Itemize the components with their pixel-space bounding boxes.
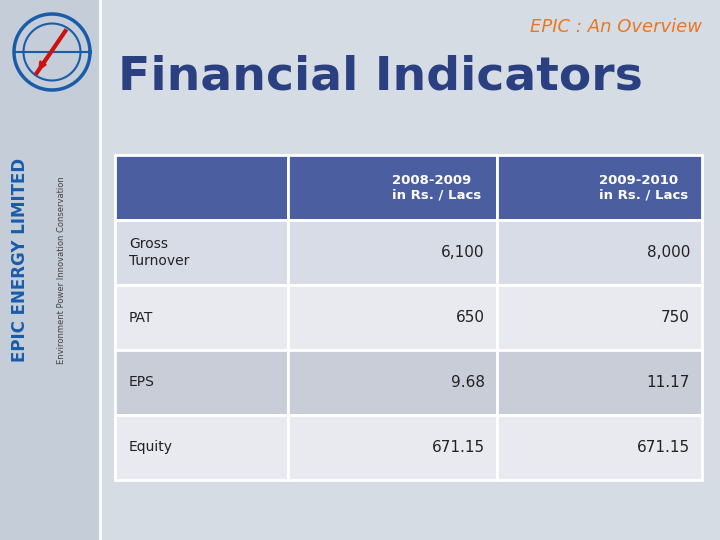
Circle shape — [14, 14, 90, 90]
Bar — [115, 350, 288, 415]
Text: 2009-2010
in Rs. / Lacs: 2009-2010 in Rs. / Lacs — [599, 173, 688, 201]
Bar — [0, 0, 100, 540]
Text: 6,100: 6,100 — [441, 245, 485, 260]
Bar — [497, 350, 702, 415]
Text: EPS: EPS — [129, 375, 155, 389]
Bar — [288, 220, 497, 285]
Text: 671.15: 671.15 — [637, 440, 690, 455]
Text: Financial Indicators: Financial Indicators — [118, 55, 643, 100]
Bar — [115, 285, 288, 350]
Text: 11.17: 11.17 — [647, 375, 690, 390]
Text: 750: 750 — [661, 310, 690, 325]
Bar — [497, 155, 702, 220]
Bar — [497, 220, 702, 285]
Text: 8,000: 8,000 — [647, 245, 690, 260]
Text: 650: 650 — [456, 310, 485, 325]
Bar — [288, 155, 497, 220]
Bar — [497, 415, 702, 480]
Text: Environment Power Innovation Conservation: Environment Power Innovation Conservatio… — [58, 176, 66, 364]
Bar — [288, 350, 497, 415]
Text: Gross
Turnover: Gross Turnover — [129, 238, 189, 268]
Text: 671.15: 671.15 — [431, 440, 485, 455]
Bar — [288, 415, 497, 480]
Text: EPIC : An Overview: EPIC : An Overview — [530, 18, 702, 36]
Bar — [288, 285, 497, 350]
Text: Equity: Equity — [129, 441, 173, 455]
Text: PAT: PAT — [129, 310, 153, 325]
Bar — [497, 285, 702, 350]
Text: 9.68: 9.68 — [451, 375, 485, 390]
Bar — [115, 415, 288, 480]
Bar — [115, 220, 288, 285]
Text: EPIC ENERGY LIMITED: EPIC ENERGY LIMITED — [11, 158, 29, 362]
Bar — [115, 155, 288, 220]
Text: 2008-2009
in Rs. / Lacs: 2008-2009 in Rs. / Lacs — [392, 173, 482, 201]
